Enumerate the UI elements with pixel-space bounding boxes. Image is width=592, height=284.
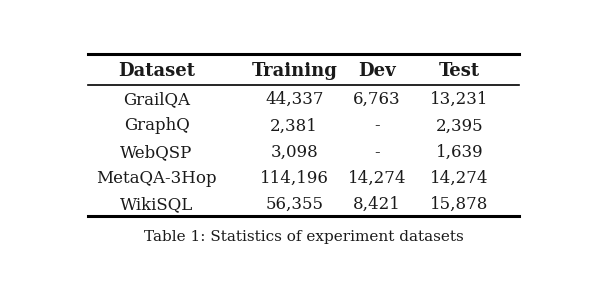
Text: GraphQ: GraphQ [124,117,189,134]
Text: Test: Test [439,62,480,80]
Text: 114,196: 114,196 [260,170,329,187]
Text: -: - [374,144,379,161]
Text: Training: Training [251,62,337,80]
Text: 13,231: 13,231 [430,91,488,108]
Text: 14,274: 14,274 [430,170,488,187]
Text: WikiSQL: WikiSQL [120,196,193,213]
Text: WebQSP: WebQSP [120,144,193,161]
Text: GrailQA: GrailQA [123,91,190,108]
Text: MetaQA-3Hop: MetaQA-3Hop [96,170,217,187]
Text: 2,381: 2,381 [271,117,318,134]
Text: Dev: Dev [358,62,395,80]
Text: 6,763: 6,763 [353,91,401,108]
Text: Table 1: Statistics of experiment datasets: Table 1: Statistics of experiment datase… [143,230,464,245]
Text: Dataset: Dataset [118,62,195,80]
Text: -: - [374,117,379,134]
Text: 2,395: 2,395 [436,117,483,134]
Text: 14,274: 14,274 [348,170,406,187]
Text: 3,098: 3,098 [271,144,318,161]
Text: 8,421: 8,421 [353,196,401,213]
Text: 44,337: 44,337 [265,91,323,108]
Text: 1,639: 1,639 [436,144,483,161]
Text: 15,878: 15,878 [430,196,488,213]
Text: 56,355: 56,355 [265,196,323,213]
